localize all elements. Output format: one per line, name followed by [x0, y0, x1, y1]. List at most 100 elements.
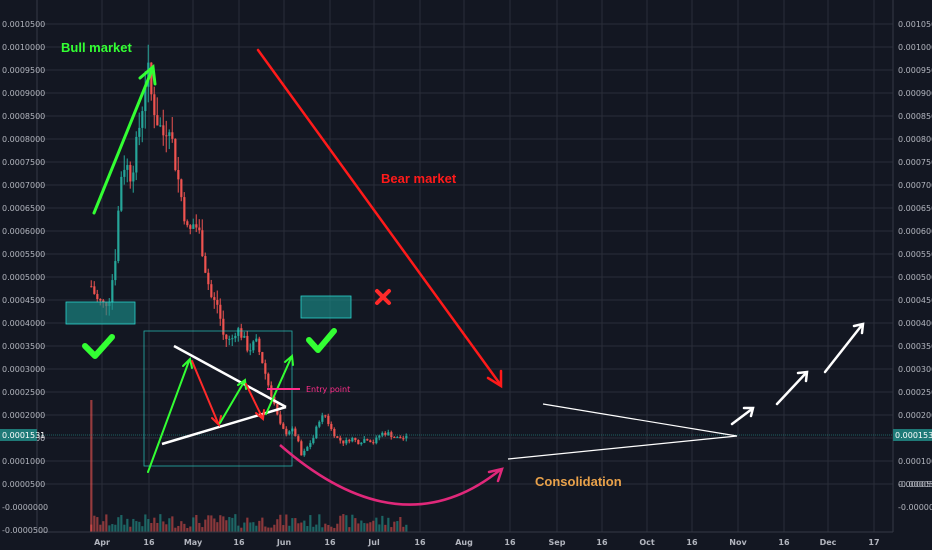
candle-body: [294, 428, 297, 437]
volume-bar: [270, 527, 273, 532]
candle-body: [303, 450, 306, 456]
volume-bar: [120, 515, 123, 532]
candle-body: [324, 415, 327, 417]
candle-body: [207, 272, 210, 285]
x-tick-label: Jul: [367, 538, 380, 547]
candle-body: [405, 436, 408, 439]
candle-body: [168, 132, 171, 136]
volume-bar: [138, 521, 141, 532]
volume-bar: [183, 523, 186, 532]
candle-body: [261, 352, 264, 364]
y-tick-label: 0.0002500: [898, 388, 932, 397]
y-tick-label: 0.0003000: [2, 365, 45, 374]
volume-bar: [93, 515, 96, 532]
volume-bar: [345, 515, 348, 532]
volume-bar: [186, 527, 189, 532]
consolidation-label: Consolidation: [535, 474, 622, 489]
volume-bar: [222, 516, 225, 532]
candle-body: [228, 338, 231, 340]
candle-body: [225, 334, 228, 340]
volume-bar: [156, 522, 159, 532]
candle-body: [363, 439, 366, 443]
candle-body: [252, 341, 255, 351]
volume-bar: [312, 526, 315, 532]
candle-body: [117, 210, 120, 262]
candle-body: [354, 437, 357, 441]
candle-body: [156, 115, 159, 126]
volume-bar: [237, 525, 240, 532]
y-tick-label: 0.0006000: [898, 227, 932, 236]
y-tick-label: -0.0000000: [2, 503, 48, 512]
y-tick-label: 0.0009000: [2, 89, 45, 98]
candle-body: [153, 94, 156, 116]
candle-body: [180, 179, 183, 198]
x-tick-label: 16: [504, 538, 516, 547]
bear-market-label: Bear market: [381, 171, 457, 186]
volume-bar: [264, 526, 267, 532]
y-tick-label: 0.0006000: [2, 227, 45, 236]
candle-body: [198, 227, 201, 231]
y-tick-label: 0.0007500: [898, 158, 932, 167]
volume-bar: [213, 518, 216, 532]
y-tick-label: 0.0010000: [898, 43, 932, 52]
candle-body: [258, 338, 261, 353]
volume-bar: [252, 522, 255, 532]
candle-body: [279, 414, 282, 424]
candle-body: [159, 125, 162, 127]
candle-body: [330, 423, 333, 430]
volume-bar: [390, 527, 393, 532]
pattern-arrows: [147, 354, 294, 473]
volume-bar: [393, 521, 396, 532]
volume-bar: [339, 515, 342, 532]
candle-body: [285, 428, 288, 435]
candle-body: [321, 415, 324, 422]
candle-body: [342, 440, 345, 444]
volume-bar: [396, 521, 399, 532]
volume-bar: [216, 522, 219, 532]
projection-arrows: [730, 322, 865, 426]
candle-body: [189, 225, 192, 229]
candle-body: [165, 135, 168, 137]
volume-bar: [234, 514, 237, 532]
candle-body: [267, 373, 270, 386]
candle-body: [237, 328, 240, 336]
y-tick-label: 0.0005500: [898, 250, 932, 259]
candle-body: [138, 127, 141, 137]
volume-bar: [117, 517, 120, 532]
volume-bar: [126, 518, 129, 532]
volume-bar: [267, 527, 270, 532]
candle-body: [231, 338, 234, 340]
volume-bar: [282, 525, 285, 532]
volume-bar: [180, 521, 183, 532]
candle-body: [396, 437, 399, 439]
x-axis: Apr 16 May 16 Jun 16 Jul 16 Aug 16 Sep 16 Oct 16 Nov 16…: [94, 538, 880, 547]
y-tick-label: 0.0010500: [898, 20, 932, 29]
volume-bar: [204, 519, 207, 532]
volume-bar: [153, 517, 156, 532]
bear-arrow-icon: [256, 48, 503, 389]
triangle-upper-line: [173, 344, 287, 409]
candle-body: [210, 284, 213, 298]
volume-bar: [243, 522, 246, 532]
curve-arrow-icon: [279, 444, 501, 506]
volume-bar: [228, 517, 231, 532]
x-tick-label: 16: [414, 538, 426, 547]
volume-bar: [378, 524, 381, 532]
candle-body: [204, 256, 207, 273]
volume-bar: [291, 518, 294, 532]
candle-body: [90, 286, 93, 288]
candle-body: [393, 437, 396, 439]
pattern-example-box: [143, 330, 293, 467]
candle-body: [369, 440, 372, 443]
volume-bar: [327, 524, 330, 532]
y-tick-label: -0.0000500: [2, 526, 48, 535]
grid-lines: [37, 0, 893, 532]
candle-body: [306, 446, 309, 451]
candle-body: [255, 338, 258, 342]
candle-body: [213, 297, 216, 300]
candle-body: [243, 335, 246, 338]
volume-bar: [366, 523, 369, 532]
volume-bar: [249, 522, 252, 532]
y-tick-label: 0.0004500: [2, 296, 45, 305]
